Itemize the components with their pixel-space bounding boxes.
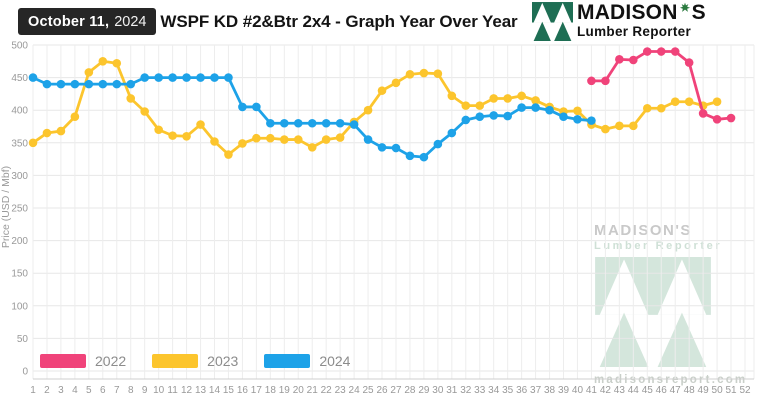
svg-text:49: 49	[698, 385, 710, 396]
svg-text:42: 42	[600, 385, 612, 396]
svg-text:47: 47	[670, 385, 682, 396]
legend-item-2023[interactable]: 2023	[152, 353, 238, 369]
legend-swatch-2023	[152, 354, 199, 368]
svg-text:19: 19	[279, 385, 291, 396]
svg-text:12: 12	[181, 385, 193, 396]
series-2024	[28, 73, 596, 162]
legend-item-2024[interactable]: 2024	[264, 353, 350, 369]
chart-title: WSPF KD #2&Btr 2x4 - Graph Year Over Yea…	[160, 12, 518, 31]
svg-text:33: 33	[474, 385, 486, 396]
svg-text:36: 36	[516, 385, 528, 396]
svg-text:14: 14	[209, 385, 221, 396]
svg-text:10: 10	[153, 385, 165, 396]
legend-label-2023: 2023	[207, 353, 239, 369]
svg-text:5: 5	[86, 385, 92, 396]
svg-text:8: 8	[128, 385, 134, 396]
legend-swatch-2024	[264, 354, 311, 368]
svg-text:2: 2	[44, 385, 50, 396]
legend-label-2022: 2022	[95, 353, 127, 369]
svg-text:35: 35	[502, 385, 514, 396]
svg-text:6: 6	[100, 385, 106, 396]
svg-text:15: 15	[223, 385, 235, 396]
svg-text:26: 26	[376, 385, 388, 396]
watermark-brand-text: MADISON'S	[594, 222, 692, 239]
svg-text:250: 250	[11, 204, 28, 215]
brand-tagline: Lumber Reporter	[577, 24, 692, 39]
svg-text:48: 48	[684, 385, 696, 396]
svg-text:11: 11	[167, 385, 178, 396]
svg-text:13: 13	[195, 385, 207, 396]
svg-text:34: 34	[488, 385, 500, 396]
y-axis-title: Price (USD / Mbf)	[0, 165, 12, 249]
watermark: MADISON'S Lumber Reporter madisonsreport…	[594, 222, 764, 386]
svg-text:300: 300	[11, 171, 28, 182]
svg-text:24: 24	[349, 385, 361, 396]
svg-text:16: 16	[237, 385, 249, 396]
svg-text:45: 45	[642, 385, 654, 396]
watermark-tagline-text: Lumber Reporter	[594, 240, 723, 252]
svg-text:50: 50	[17, 334, 29, 345]
svg-text:450: 450	[11, 73, 28, 84]
svg-text:150: 150	[11, 269, 28, 280]
svg-text:46: 46	[656, 385, 668, 396]
legend-swatch-2022	[40, 354, 86, 368]
svg-text:43: 43	[614, 385, 626, 396]
legend-label-2024: 2024	[319, 353, 351, 369]
watermark-url: madisonsreport.com	[594, 374, 748, 386]
svg-text:1: 1	[30, 385, 36, 396]
svg-text:4: 4	[72, 385, 78, 396]
svg-text:52: 52	[739, 385, 751, 396]
madisons-trees-icon	[532, 2, 573, 41]
svg-text:51: 51	[725, 385, 737, 396]
svg-text:500: 500	[11, 41, 28, 52]
series-2023	[28, 57, 722, 159]
svg-text:200: 200	[11, 236, 28, 247]
series-2022	[587, 47, 736, 124]
svg-text:9: 9	[142, 385, 148, 396]
gridlines	[32, 44, 755, 380]
svg-text:32: 32	[460, 385, 472, 396]
svg-text:100: 100	[11, 301, 28, 312]
svg-text:400: 400	[11, 106, 28, 117]
svg-text:39: 39	[558, 385, 570, 396]
svg-text:21: 21	[307, 385, 319, 396]
brand-name: MADISON S	[577, 1, 706, 24]
date-badge: October 11, 2024	[18, 8, 157, 35]
svg-text:30: 30	[432, 385, 444, 396]
svg-text:41: 41	[586, 385, 598, 396]
date-year: 2024	[114, 13, 147, 30]
svg-text:44: 44	[628, 385, 640, 396]
svg-text:31: 31	[446, 385, 458, 396]
svg-text:17: 17	[251, 385, 263, 396]
svg-text:37: 37	[530, 385, 542, 396]
svg-text:29: 29	[418, 385, 430, 396]
svg-text:23: 23	[335, 385, 347, 396]
svg-text:38: 38	[544, 385, 556, 396]
svg-text:27: 27	[390, 385, 402, 396]
chart-legend: 2022 2023 2024	[40, 353, 376, 369]
svg-text:7: 7	[114, 385, 120, 396]
legend-item-2022[interactable]: 2022	[40, 353, 126, 369]
svg-text:20: 20	[293, 385, 305, 396]
svg-text:0: 0	[22, 367, 28, 378]
svg-text:25: 25	[362, 385, 374, 396]
date-text: October 11,	[28, 13, 110, 30]
svg-text:18: 18	[265, 385, 277, 396]
svg-text:22: 22	[321, 385, 333, 396]
maple-leaf-icon	[679, 2, 690, 12]
svg-text:28: 28	[404, 385, 416, 396]
svg-text:350: 350	[11, 138, 28, 149]
watermark-trees-icon	[595, 257, 711, 367]
svg-text:40: 40	[572, 385, 584, 396]
svg-text:3: 3	[58, 385, 64, 396]
brand-logo: MADISON S Lumber Reporter	[532, 2, 706, 41]
svg-text:50: 50	[712, 385, 724, 396]
